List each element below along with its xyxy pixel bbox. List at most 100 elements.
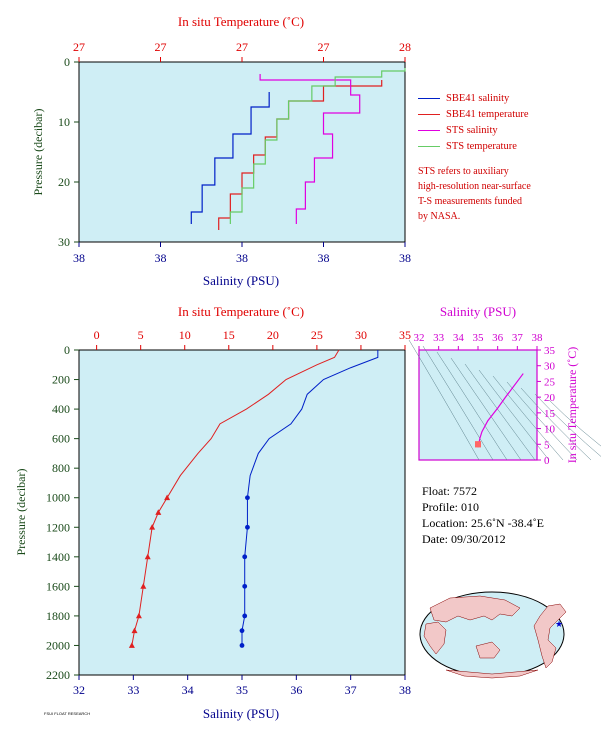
ts-deep-cluster — [475, 441, 481, 448]
ts-temperature-tick-label: 10 — [544, 424, 556, 436]
ts-density-contour — [450, 357, 522, 461]
main-pressure-tick-label: 400 — [52, 402, 70, 416]
ts-density-contour — [520, 387, 592, 461]
main-pressure-tick-label: 600 — [52, 432, 70, 446]
ts-salinity-axis-title: Salinity (PSU) — [440, 304, 516, 319]
main-salinity-tick-label: 34 — [182, 683, 194, 697]
legend-label-sts-salinity: STS salinity — [446, 124, 498, 136]
ts-salinity-tick-label: 34 — [453, 332, 465, 344]
top-salinity-ticks: 38 38 38 38 38 — [73, 242, 411, 265]
top-plot-area — [78, 61, 406, 243]
main-pressure-tick-label: 1200 — [46, 520, 70, 534]
top-salinity-tick-label: 38 — [155, 251, 167, 265]
top-temperature-tick-label: 27 — [236, 40, 248, 54]
top-salinity-tick-label: 38 — [236, 251, 248, 265]
top-pressure-ticks: 0 10 20 30 — [58, 55, 79, 249]
credit-text: FSUI FLOAT RESEARCH — [44, 711, 91, 716]
main-temperature-point — [155, 509, 162, 515]
main-temperature-tick-label: 5 — [138, 328, 144, 342]
main-temperature-point — [140, 583, 147, 589]
top-pressure-tick-label: 0 — [64, 55, 70, 69]
ts-density-contour — [548, 399, 601, 447]
ts-curve — [475, 373, 524, 448]
ts-density-contour — [408, 339, 480, 461]
ts-density-contour — [492, 375, 564, 461]
sts-note-line: by NASA. — [418, 211, 461, 222]
main-temperature-axis-title: In situ Temperature (˚C) — [178, 304, 304, 319]
ts-temperature-tick-label: 15 — [544, 408, 556, 420]
main-pressure-tick-label: 1600 — [46, 579, 70, 593]
top-series-sts-salinity — [259, 74, 361, 224]
top-pressure-tick-label: 10 — [58, 115, 70, 129]
ts-salinity-tick-label: 38 — [532, 332, 544, 344]
main-temperature-point — [131, 627, 138, 634]
top-pressure-tick-label: 20 — [58, 175, 70, 189]
profile-number: Profile: 010 — [422, 500, 479, 514]
top-salinity-tick-label: 38 — [318, 251, 330, 265]
ts-temperature-axis-title: In situ Temperature (˚C) — [565, 347, 579, 464]
main-temperature-point — [144, 553, 151, 560]
top-temperature-tick-label: 27 — [73, 40, 85, 54]
top-pressure-tick-label: 30 — [58, 235, 70, 249]
top-series-sbe41-salinity — [190, 92, 270, 224]
main-pressure-tick-label: 1000 — [46, 491, 70, 505]
main-temperature-tick-label: 10 — [179, 328, 191, 342]
main-salinity-tick-label: 32 — [73, 683, 85, 697]
ts-salinity-tick-label: 35 — [473, 332, 485, 344]
float-location: Location: 25.6˚N -38.4˚E — [422, 516, 544, 530]
main-salinity-point — [245, 495, 250, 501]
main-temperature-tick-label: 20 — [267, 328, 279, 342]
main-salinity-point — [239, 643, 245, 648]
top-profile-series — [190, 68, 406, 230]
main-temperature-line — [131, 349, 340, 646]
ts-temperature-tick-label: 30 — [544, 361, 556, 373]
main-temperature-tick-label: 35 — [399, 328, 411, 342]
ts-temperature-tick-label: 25 — [544, 376, 556, 388]
float-info: Float: 7572 Profile: 010 Location: 25.6˚… — [422, 483, 544, 547]
legend-item-sts-salinity: STS salinity — [418, 122, 529, 138]
top-salinity-axis-title: Salinity (PSU) — [203, 273, 279, 288]
main-pressure-tick-label: 2200 — [46, 668, 70, 682]
main-temperature-point — [128, 642, 135, 648]
legend-swatch-sts-salinity — [418, 129, 440, 131]
main-pressure-tick-label: 0 — [64, 343, 70, 357]
top-series-sts-temperature — [229, 68, 406, 224]
ts-temperature-tick-label: 35 — [544, 345, 556, 357]
legend-item-sbe41-temperature: SBE41 temperature — [418, 106, 529, 122]
legend-swatch-sts-temperature — [418, 145, 440, 147]
float-location-star-icon: ★ — [555, 619, 563, 629]
top-temperature-tick-label: 28 — [399, 40, 411, 54]
map-land-eurasia — [429, 595, 521, 623]
main-salinity-point — [245, 524, 250, 530]
main-pressure-tick-label: 200 — [52, 373, 70, 387]
legend-label-sts-temperature: STS temperature — [446, 140, 517, 152]
legend-item-sbe41-salinity: SBE41 salinity — [418, 90, 529, 106]
float-id: Float: 7572 — [422, 484, 478, 498]
legend-item-sts-temperature: STS temperature — [418, 138, 529, 154]
top-pressure-axis-title: Pressure (decibar) — [31, 109, 45, 196]
top-temperature-axis-title: In situ Temperature (˚C) — [178, 14, 304, 29]
legend-label-sbe41-salinity: SBE41 salinity — [446, 92, 510, 104]
main-salinity-point — [239, 628, 245, 634]
top-temperature-tick-label: 27 — [155, 40, 167, 54]
ts-density-contour — [478, 369, 550, 461]
map-land-americas — [533, 603, 567, 669]
sts-note-line: high-resolution near-surface — [418, 181, 531, 192]
main-salinity-tick-label: 37 — [345, 683, 357, 697]
sts-note-line: T-S measurements funded — [418, 196, 523, 207]
main-temperature-tick-label: 0 — [94, 328, 100, 342]
main-salinity-tick-label: 38 — [399, 683, 411, 697]
ts-temperature-tick-label: 5 — [544, 439, 550, 451]
ts-panel: Salinity (PSU) 32 33 34 35 36 37 38 0 5 10 15 20 25… — [408, 304, 601, 467]
main-salinity-line — [241, 350, 379, 646]
legend-swatch-sbe41-temperature — [418, 113, 440, 115]
sts-note-line: STS refers to auxiliary — [418, 166, 509, 177]
legend-label-sbe41-temperature: SBE41 temperature — [446, 108, 529, 120]
main-pressure-ticks: 0 200 400 600 800 1000 1200 1400 1600 1800 2000 220… — [46, 343, 79, 682]
top-salinity-tick-label: 38 — [399, 251, 411, 265]
ts-salinity-tick-label: 33 — [433, 332, 445, 344]
main-temperature-ticks: 0 5 10 15 20 25 30 35 — [94, 328, 411, 350]
ts-density-contour — [506, 381, 578, 461]
main-temperature-tick-label: 30 — [355, 328, 367, 342]
ts-density-contour — [436, 351, 508, 461]
